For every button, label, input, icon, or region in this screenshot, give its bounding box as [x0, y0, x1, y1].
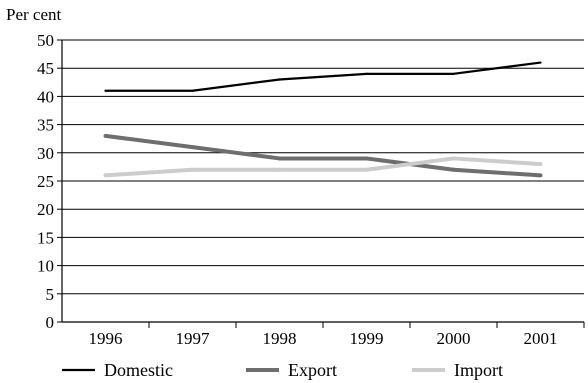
- legend-label-export: Export: [288, 360, 337, 380]
- data-point-export: [364, 156, 369, 161]
- data-point-domestic: [104, 89, 107, 92]
- y-axis-ticks: 0 5 10 15 20 25 30 35 40 45 50: [37, 31, 62, 332]
- series-line-domestic: [105, 61, 541, 92]
- y-tick-label: 0: [46, 313, 55, 332]
- data-point-import: [538, 162, 543, 167]
- data-point-domestic: [452, 72, 455, 75]
- data-point-import: [103, 173, 108, 178]
- series-line-export: [105, 133, 541, 178]
- data-point-domestic: [365, 72, 368, 75]
- data-point-import: [190, 167, 195, 172]
- y-tick-label: 10: [37, 257, 54, 276]
- data-point-export: [277, 156, 282, 161]
- gridlines: [62, 39, 584, 295]
- data-point-export: [190, 145, 195, 150]
- series-lines: [103, 61, 543, 178]
- data-point-export: [103, 133, 108, 138]
- legend-label-import: Import: [454, 360, 503, 380]
- y-tick-label: 30: [37, 144, 54, 163]
- series-line-import: [105, 156, 541, 178]
- data-point-import: [451, 156, 456, 161]
- y-tick-label: 25: [37, 172, 54, 191]
- x-tick-label: 1999: [350, 329, 384, 348]
- y-tick-label: 35: [37, 116, 54, 135]
- x-tick-label: 1996: [89, 329, 123, 348]
- legend-label-domestic: Domestic: [104, 360, 173, 380]
- y-tick-label: 40: [37, 87, 54, 106]
- y-tick-label: 5: [46, 285, 55, 304]
- data-point-export: [538, 173, 543, 178]
- data-point-export: [451, 167, 456, 172]
- y-tick-label: 45: [37, 59, 54, 78]
- legend: Domestic Export Import: [62, 360, 503, 380]
- data-point-domestic: [278, 78, 281, 81]
- x-tick-label: 2001: [524, 329, 558, 348]
- y-tick-label: 50: [37, 31, 54, 50]
- data-point-import: [364, 167, 369, 172]
- y-tick-label: 20: [37, 200, 54, 219]
- x-tick-label: 1997: [176, 329, 211, 348]
- y-axis-label: Per cent: [6, 5, 62, 24]
- data-point-domestic: [191, 89, 194, 92]
- data-point-domestic: [539, 61, 542, 64]
- x-axis-ticks: 1996 1997 1998 1999 2000 2001: [89, 322, 585, 348]
- x-tick-label: 2000: [437, 329, 471, 348]
- data-point-import: [277, 167, 282, 172]
- x-tick-label: 1998: [263, 329, 297, 348]
- y-tick-label: 15: [37, 228, 54, 247]
